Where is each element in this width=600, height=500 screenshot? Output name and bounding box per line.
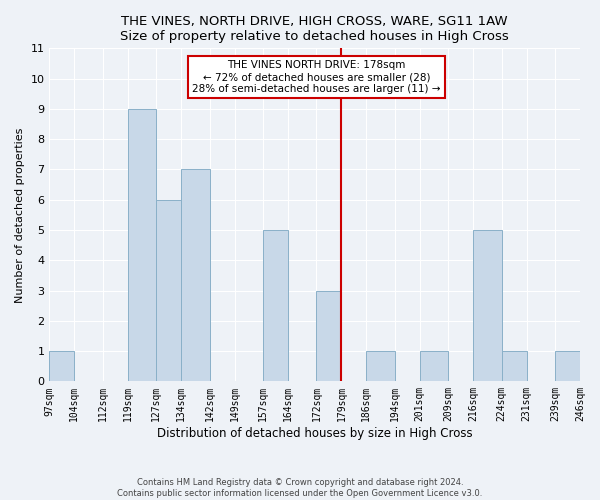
X-axis label: Distribution of detached houses by size in High Cross: Distribution of detached houses by size … — [157, 427, 473, 440]
Bar — [367, 351, 395, 382]
Y-axis label: Number of detached properties: Number of detached properties — [15, 127, 25, 302]
Bar — [555, 351, 580, 382]
Bar — [473, 230, 502, 382]
Text: THE VINES NORTH DRIVE: 178sqm
← 72% of detached houses are smaller (28)
28% of s: THE VINES NORTH DRIVE: 178sqm ← 72% of d… — [192, 60, 441, 94]
Bar — [316, 290, 341, 382]
Bar — [181, 170, 209, 382]
Bar — [49, 351, 74, 382]
Bar — [156, 200, 181, 382]
Title: THE VINES, NORTH DRIVE, HIGH CROSS, WARE, SG11 1AW
Size of property relative to : THE VINES, NORTH DRIVE, HIGH CROSS, WARE… — [121, 15, 509, 43]
Bar — [263, 230, 288, 382]
Bar — [420, 351, 448, 382]
Bar — [128, 109, 156, 382]
Text: Contains HM Land Registry data © Crown copyright and database right 2024.
Contai: Contains HM Land Registry data © Crown c… — [118, 478, 482, 498]
Bar — [502, 351, 527, 382]
